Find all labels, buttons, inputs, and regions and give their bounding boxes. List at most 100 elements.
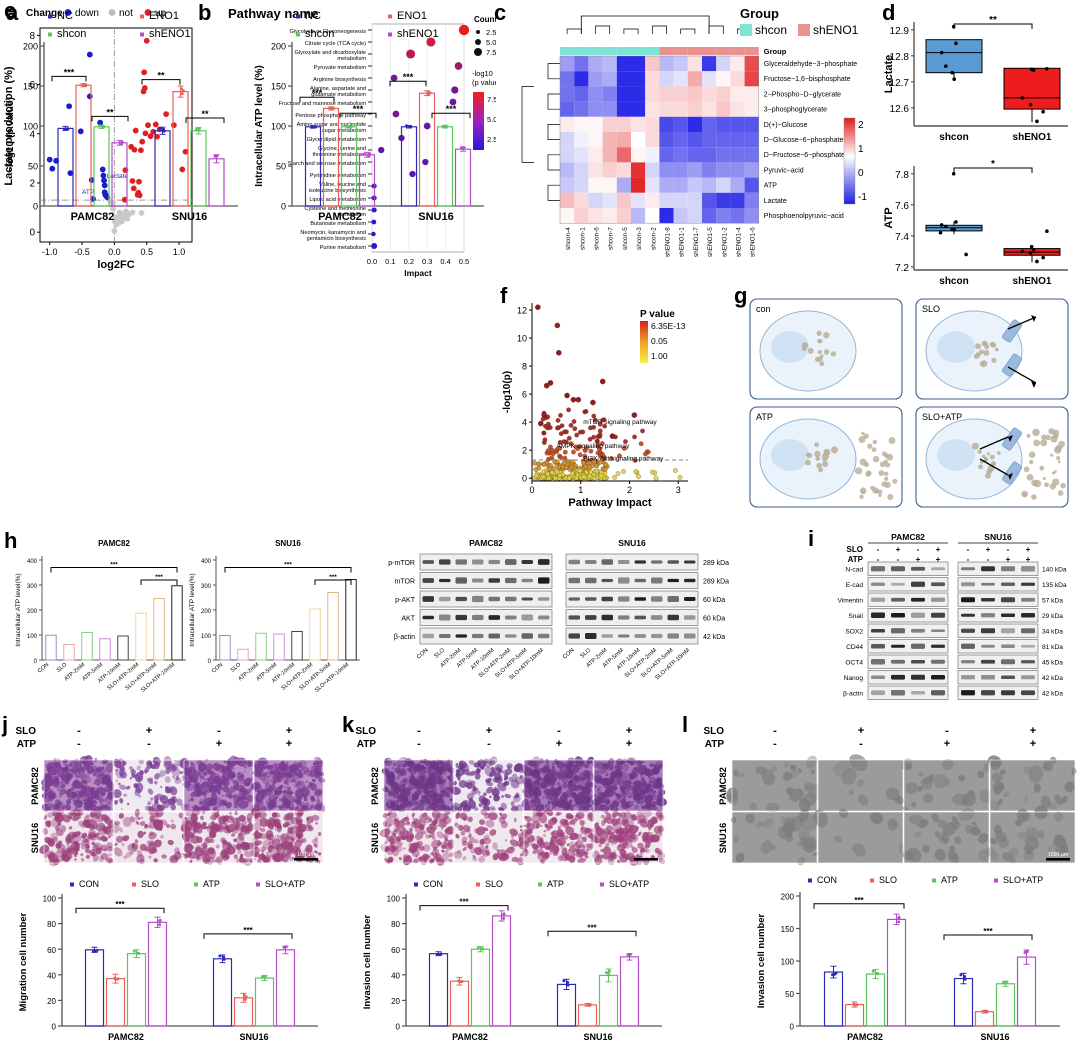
ytick-label: 4 (29, 129, 35, 140)
cell-blob (221, 799, 228, 807)
cell-blob (531, 823, 534, 826)
scatter-point (570, 459, 576, 465)
micrograph-border (523, 759, 594, 812)
blot-band (601, 634, 613, 638)
cell-blob (81, 779, 88, 785)
cell-blob (154, 773, 160, 780)
heatmap-cell (673, 71, 688, 87)
condition-symbol: + (626, 725, 632, 737)
cell-blob (56, 777, 58, 781)
cell-blob (522, 799, 530, 804)
bar (428, 953, 449, 1027)
cell-blob (83, 755, 93, 767)
bar (84, 949, 105, 1027)
scatter-point (632, 458, 638, 463)
cell-blob (235, 843, 242, 851)
cell-blob (422, 812, 428, 818)
blot-band (521, 578, 533, 583)
data-point (1035, 119, 1039, 124)
cell-blob (525, 815, 532, 823)
blot-lane-label: SLO (433, 647, 446, 660)
scatter-point (535, 461, 541, 467)
cell-blob (221, 794, 224, 797)
cell-blob (78, 820, 85, 827)
xtick-label: 0.0 (367, 257, 377, 266)
cell-blob (565, 826, 575, 836)
cell-blob (1061, 795, 1068, 804)
bar (865, 973, 886, 1027)
cell-blob (62, 789, 67, 794)
cell-blob (506, 763, 513, 769)
cell-blob (483, 827, 489, 832)
heatmap-cell (574, 71, 589, 87)
cell-blob (609, 835, 614, 840)
cell-blob (459, 812, 468, 820)
cell-blob (441, 849, 445, 853)
cell-blob (631, 816, 635, 820)
cell-blob (202, 804, 210, 812)
cell-blob (211, 792, 218, 801)
cell-blob (243, 850, 253, 858)
cell-blob (61, 805, 66, 810)
data-point (476, 946, 480, 950)
scatter-point (561, 460, 567, 466)
xtick-label: 0.5 (459, 257, 469, 266)
bar (81, 632, 93, 661)
heatmap-cell (574, 132, 589, 148)
blot-band (488, 578, 500, 583)
cell-blob (393, 818, 398, 822)
intracellular-particle (971, 442, 979, 450)
cell-blob (405, 800, 412, 807)
cell-blob (314, 850, 318, 854)
cell-panel-label-ATP: ATP (756, 412, 773, 422)
cell-blob (220, 837, 226, 843)
scatter-point (581, 474, 587, 480)
cell-blob (311, 814, 320, 821)
blot-band (439, 634, 451, 638)
blot-band (871, 643, 885, 649)
group-bar-cell (645, 47, 660, 55)
cell-blob (551, 844, 559, 852)
blot-band (568, 633, 580, 639)
cell-blob (255, 829, 259, 833)
legend-marker-shcon (48, 32, 52, 37)
legend-label-down: down (75, 8, 99, 19)
heatmap-cell (602, 71, 617, 87)
point-down (86, 51, 93, 58)
cell-blob (94, 778, 102, 786)
bar-category-label: SLO (230, 662, 243, 674)
cell-blob (200, 843, 207, 849)
cell-blob (416, 799, 425, 807)
cell-blob (407, 775, 410, 778)
heatmap-cell (602, 162, 617, 178)
micrograph-border (253, 759, 324, 812)
cell-blob (586, 796, 592, 801)
condition-symbol: - (773, 738, 777, 750)
legend-count-title: Count (474, 15, 496, 24)
heatmap-cell (588, 71, 603, 87)
cell-blob (58, 792, 63, 798)
cell-blob (1015, 820, 1022, 827)
xtick-label: shcon (939, 276, 968, 285)
cell-blob (165, 824, 171, 828)
legend-label-ATP: ATP (941, 875, 958, 885)
blot-band (871, 582, 885, 586)
cell-blob (575, 804, 580, 808)
scalebar (294, 858, 318, 861)
scatter-point (566, 435, 572, 441)
cell-blob (56, 811, 62, 816)
cell-blob (200, 775, 203, 778)
cell-blob (421, 853, 429, 861)
blot-band (891, 674, 905, 680)
cell-blob (1008, 847, 1019, 858)
blot-band (455, 614, 467, 621)
cell-blob (85, 845, 91, 850)
cell-blob (89, 817, 99, 826)
data-point (1031, 248, 1036, 252)
ytick-label: 20 (47, 997, 56, 1006)
cell-blob (105, 818, 110, 823)
micrograph-border (817, 811, 904, 864)
heatmap-cell (616, 132, 631, 148)
heatmap-cell (645, 147, 660, 163)
cell-blob (204, 837, 211, 844)
